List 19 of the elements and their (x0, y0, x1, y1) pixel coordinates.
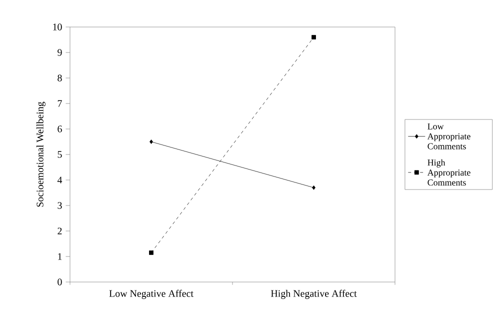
x-tick-label: Low Negative Affect (109, 290, 194, 299)
y-tick-label: 0 (58, 278, 62, 286)
legend-label: High Appropriate Comments (427, 159, 470, 186)
y-tick-label: 6 (58, 126, 62, 132)
point (149, 250, 154, 255)
y-tick-label: 7 (58, 100, 62, 107)
y-axis-title: Socioemotional Wellbeing (36, 102, 46, 207)
y-tick-label: 8 (58, 74, 62, 82)
legend-label: Low Appropriate Comments (427, 123, 470, 150)
point (150, 140, 153, 144)
y-tick-label: 2 (58, 228, 62, 234)
point (312, 34, 316, 40)
y-tick-label: 5 (58, 151, 62, 158)
y-tick-label: 10 (53, 24, 62, 30)
y-tick-label: 4 (57, 176, 62, 184)
x-tick-label: High Negative Affect (270, 290, 357, 299)
y-tick-label: 9 (58, 49, 62, 56)
y-tick-label: 1 (58, 253, 62, 260)
y-tick-label: 3 (58, 202, 62, 209)
